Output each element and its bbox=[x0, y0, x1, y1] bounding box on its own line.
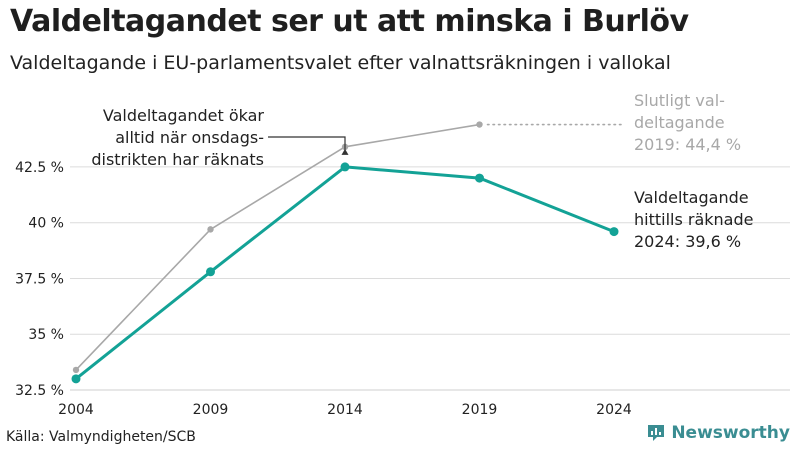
x-tick-label: 2004 bbox=[58, 402, 94, 418]
data-point bbox=[72, 366, 80, 374]
chart-title: Valdeltagandet ser ut att minska i Burlö… bbox=[10, 4, 689, 39]
y-tick-label: 35 % bbox=[28, 327, 64, 343]
data-point bbox=[476, 121, 483, 128]
data-point bbox=[71, 374, 81, 384]
data-point bbox=[609, 227, 619, 237]
brand-name: Newsworthy bbox=[671, 423, 790, 443]
data-point bbox=[207, 226, 214, 233]
y-tick-label: 40 % bbox=[28, 216, 64, 232]
y-tick-label: 42.5 % bbox=[15, 160, 64, 176]
current-2024-label: 2024: 39,6 % bbox=[634, 232, 741, 251]
final-2019-label: Slutligt val- bbox=[634, 91, 725, 110]
source-note: Källa: Valmyndigheten/SCB bbox=[6, 429, 196, 445]
chart-subtitle: Valdeltagande i EU-parlamentsvalet efter… bbox=[10, 52, 671, 74]
annotation-arrow bbox=[268, 136, 346, 154]
x-tick-label: 2019 bbox=[462, 402, 498, 418]
bar-chart-icon bbox=[648, 425, 665, 441]
y-tick-label: 37.5 % bbox=[15, 271, 64, 287]
x-tick-label: 2014 bbox=[327, 402, 363, 418]
final-2019-label: deltagande bbox=[634, 113, 725, 132]
current-2024-label: Valdeltagande bbox=[634, 188, 749, 207]
data-point bbox=[475, 173, 484, 183]
current-2024-label: hittills räknade bbox=[634, 210, 753, 229]
brand-logo: Newsworthy bbox=[646, 423, 790, 443]
data-point bbox=[340, 162, 350, 172]
left-annotation: distrikten har räknats bbox=[91, 150, 264, 169]
left-annotation: alltid när onsdags- bbox=[115, 128, 264, 147]
arrow-head bbox=[341, 148, 349, 155]
x-tick-label: 2009 bbox=[193, 402, 229, 418]
series-line bbox=[75, 165, 615, 381]
series-line bbox=[75, 123, 480, 371]
left-annotation: Valdeltagandet ökar bbox=[103, 106, 265, 125]
y-tick-label: 32.5 % bbox=[15, 383, 64, 399]
final-2019-label: 2019: 44,4 % bbox=[634, 135, 741, 154]
data-point bbox=[206, 267, 215, 277]
x-tick-label: 2024 bbox=[596, 402, 632, 418]
